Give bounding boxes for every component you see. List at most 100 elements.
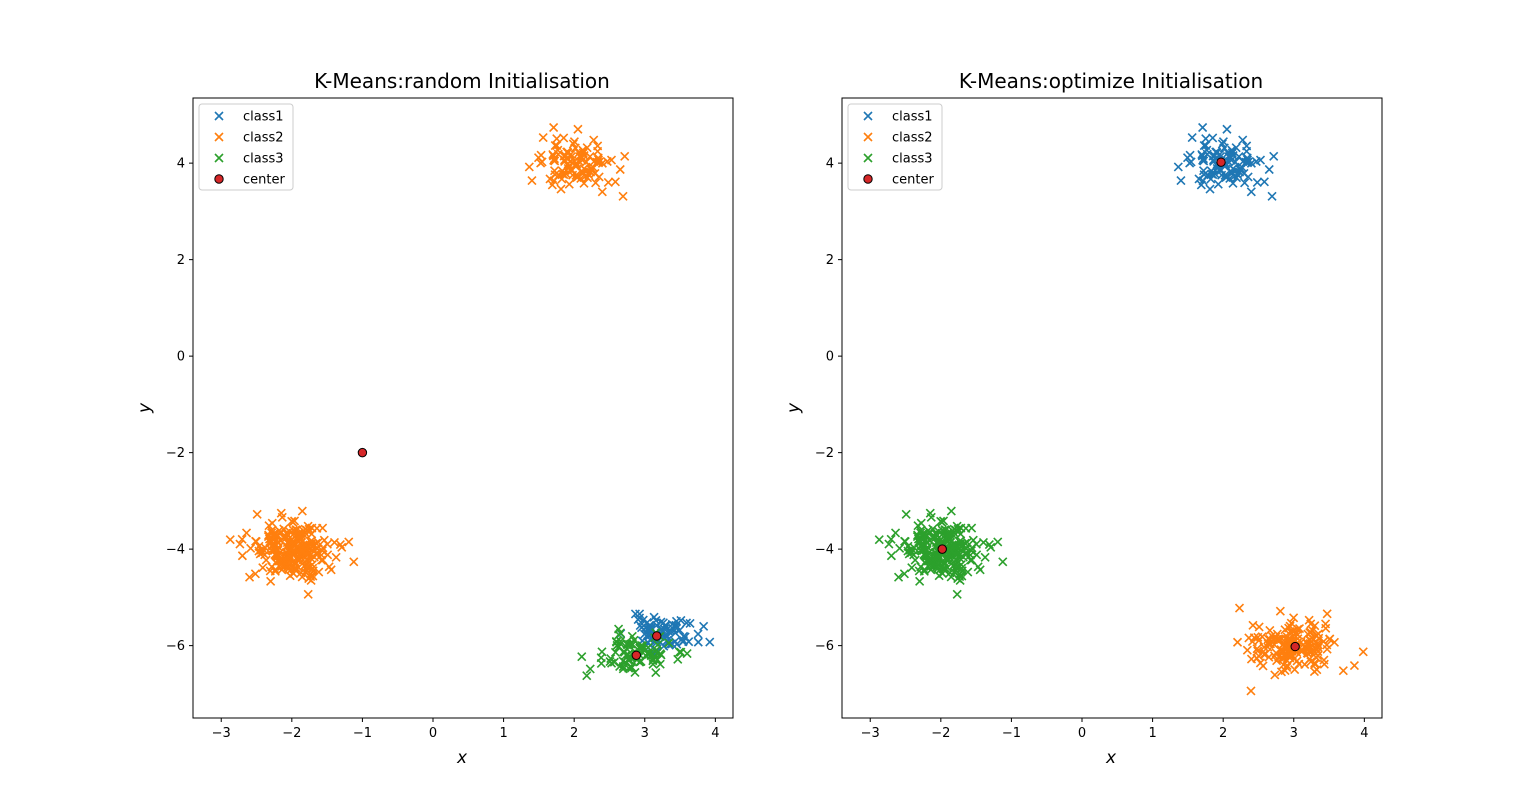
chart-title: K-Means:optimize Initialisation — [959, 69, 1263, 93]
point-class3 — [915, 576, 925, 586]
x-tick-label: −3 — [212, 726, 231, 741]
point-class2 — [254, 546, 264, 556]
point-class3 — [968, 535, 978, 545]
data-points — [225, 122, 715, 681]
point-class2 — [277, 512, 287, 522]
point-center — [631, 650, 641, 660]
x-tick-label: 1 — [1148, 726, 1156, 741]
point-class2 — [1319, 659, 1329, 669]
point-class3 — [890, 528, 901, 538]
point-class2 — [1271, 632, 1281, 642]
point-class2 — [1280, 634, 1291, 644]
point-class2 — [547, 180, 557, 190]
point-class2 — [1329, 637, 1340, 647]
point-class3 — [901, 509, 911, 519]
point-class2 — [304, 524, 314, 534]
point-class3 — [942, 554, 952, 564]
point-class3 — [951, 563, 961, 573]
point-class2 — [289, 516, 300, 526]
point-class3 — [899, 569, 909, 579]
point-class2 — [337, 542, 347, 552]
point-class3 — [946, 506, 956, 516]
point-class2 — [1294, 624, 1305, 634]
point-class2 — [237, 534, 247, 544]
point-class2 — [563, 163, 573, 173]
legend-label: class1 — [892, 110, 933, 125]
point-class1 — [1252, 177, 1262, 188]
point-class2 — [335, 539, 345, 550]
point-class2 — [285, 551, 295, 561]
point-class2 — [1259, 642, 1269, 652]
point-class2 — [266, 537, 276, 547]
point-class3 — [998, 557, 1008, 567]
point-class3 — [912, 531, 922, 542]
point-class2 — [270, 565, 280, 575]
point-class2 — [265, 537, 275, 547]
point-class2 — [317, 546, 327, 556]
point-class2 — [270, 566, 280, 576]
y-tick-label: −4 — [815, 543, 834, 558]
point-class2 — [1297, 646, 1307, 656]
point-class3 — [627, 631, 637, 641]
point-class2 — [261, 555, 271, 565]
point-class3 — [975, 565, 985, 575]
point-class2 — [553, 149, 563, 159]
point-class2 — [285, 571, 295, 581]
point-class2 — [1261, 649, 1271, 659]
point-class2 — [293, 563, 304, 573]
point-class3 — [597, 647, 607, 657]
point-class2 — [1311, 653, 1321, 663]
point-class3 — [936, 516, 946, 526]
point-class2 — [331, 552, 341, 562]
point-class2 — [1258, 661, 1268, 671]
point-class2 — [1338, 666, 1348, 676]
point-class2 — [1304, 644, 1314, 654]
chart-random-init: K-Means:random Initialisation −3 −2 −1 0 1 2 3… — [135, 69, 734, 768]
point-class3 — [907, 563, 917, 573]
point-class2 — [274, 542, 284, 552]
point-class2 — [1349, 660, 1359, 671]
x-tick-label: 0 — [429, 726, 437, 741]
x-tick-label: 2 — [1219, 726, 1227, 741]
point-class2 — [283, 564, 293, 574]
point-center — [652, 631, 662, 641]
series-center — [937, 157, 1300, 652]
point-class3 — [934, 571, 944, 581]
point-class3 — [962, 537, 972, 547]
point-center — [1216, 157, 1226, 167]
point-class2 — [1312, 665, 1322, 675]
point-class2 — [298, 546, 308, 557]
point-class3 — [915, 537, 925, 547]
point-class3 — [673, 654, 683, 664]
point-class2 — [533, 153, 544, 163]
point-class2 — [266, 545, 277, 555]
legend-marker-class1 — [214, 111, 224, 121]
point-class3 — [972, 550, 982, 560]
point-class2 — [1246, 686, 1256, 696]
x-tick-label: 4 — [711, 726, 719, 741]
point-class2 — [302, 563, 312, 573]
point-class2 — [579, 178, 589, 188]
point-class3 — [932, 564, 942, 574]
point-class1 — [1187, 132, 1197, 143]
point-class3 — [903, 546, 913, 556]
point-class3 — [950, 540, 960, 550]
point-class2 — [564, 179, 574, 189]
series-class1 — [1173, 122, 1279, 201]
point-class1 — [1199, 141, 1209, 151]
point-class1 — [1246, 187, 1256, 197]
y-tick-label: 4 — [177, 157, 185, 172]
legend-marker-class1 — [863, 111, 873, 121]
point-class3 — [582, 671, 592, 681]
point-class1 — [676, 615, 686, 625]
point-class1 — [1222, 124, 1232, 134]
point-class2 — [597, 187, 607, 197]
series-class2 — [1232, 603, 1368, 696]
point-class2 — [1291, 629, 1301, 639]
point-class1 — [684, 637, 694, 647]
point-class2 — [323, 550, 333, 560]
point-class2 — [606, 155, 617, 165]
x-tick-label: 1 — [499, 726, 507, 741]
point-class2 — [1232, 637, 1243, 647]
y-tick-label: 2 — [826, 253, 834, 268]
